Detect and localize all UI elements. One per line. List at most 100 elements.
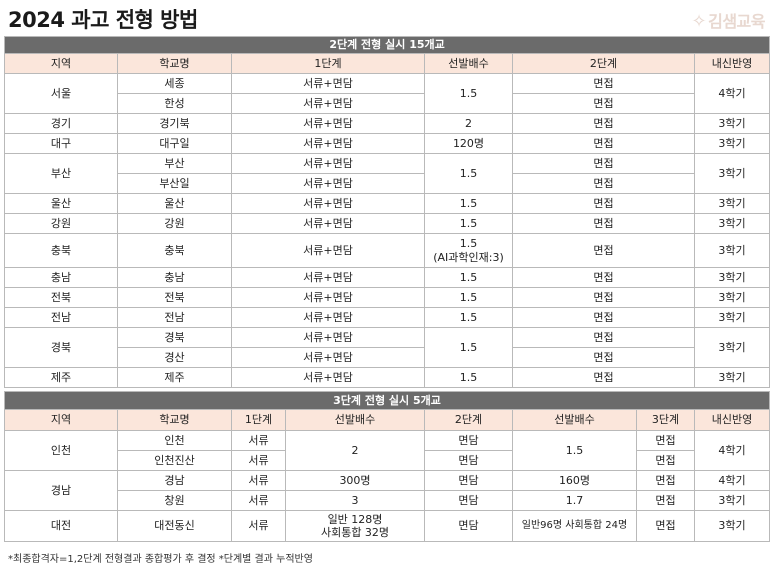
stage2-cell: 면담 <box>424 450 513 471</box>
stage1-cell: 서류+면담 <box>231 193 425 214</box>
table-row: 제주 제주 서류+면담 1.5 면접 3학기 <box>4 367 771 388</box>
region-cell: 대구 <box>4 133 118 154</box>
stage2-cell: 면접 <box>512 153 695 174</box>
three-stage-band: 3단계 전형 실시 5개교 <box>3 391 771 410</box>
ratio2-cell: 일반96명 사회통합 24명 <box>512 510 637 542</box>
transcript-cell: 3학기 <box>693 267 771 288</box>
ratio-value: 1.5 <box>459 237 478 251</box>
transcript-cell: 3학기 <box>693 367 771 388</box>
col-stage1: 1단계 <box>231 409 286 431</box>
transcript-cell: 3학기 <box>693 490 771 511</box>
table-row: 부산 부산 서류+면담 1.5 면접 3학기 <box>4 153 771 194</box>
ratio1-general: 일반 128명 <box>327 512 383 526</box>
table-row: 인천 인천 서류 2 면담 1.5 면접 4학기 <box>4 430 771 471</box>
stage2-cell: 면접 <box>512 347 695 368</box>
region-cell: 울산 <box>4 193 118 214</box>
stage2-cell: 면접 <box>512 327 695 348</box>
transcript-cell: 3학기 <box>693 287 771 308</box>
col-region: 지역 <box>4 53 118 74</box>
table-row: 대전 대전동신 서류 일반 128명 사회통합 32명 면담 일반96명 사회통… <box>4 510 771 542</box>
ratio-cell: 1.5 <box>424 267 513 288</box>
region-cell: 강원 <box>4 213 118 234</box>
brand-name: 김샘교육 <box>708 12 765 31</box>
stage1-cell: 서류+면담 <box>231 173 425 194</box>
region-cell: 대전 <box>4 510 118 542</box>
col-school: 학교명 <box>117 53 232 74</box>
table-row: 전북 전북 서류+면담 1.5 면접 3학기 <box>4 287 771 308</box>
brand-mark-icon: ✧ <box>691 11 707 32</box>
three-stage-table: 3단계 전형 실시 5개교 지역 학교명 1단계 선발배수 2단계 선발배수 3… <box>3 391 771 542</box>
region-cell: 전북 <box>4 287 118 308</box>
stage2-cell: 면접 <box>512 267 695 288</box>
stage3-cell: 면접 <box>636 490 695 511</box>
ratio-cell: 1.5 <box>424 307 513 328</box>
stage1-cell: 서류+면담 <box>231 133 425 154</box>
ratio-cell: 120명 <box>424 133 513 154</box>
stage2-cell: 면접 <box>512 113 695 134</box>
stage3-cell: 면접 <box>636 450 695 471</box>
transcript-cell: 3학기 <box>693 133 771 154</box>
table-row: 경북 경북 서류+면담 1.5 면접 3학기 <box>4 327 771 368</box>
table-row: 경남 경남 서류 300명 면담 160명 면접 4학기 <box>4 470 771 511</box>
page-title: 2024 과고 전형 방법 <box>8 8 198 32</box>
col-transcript: 내신반영 <box>693 53 771 74</box>
ratio2-cell: 1.5 <box>512 430 637 471</box>
transcript-cell: 4학기 <box>693 73 771 114</box>
stage2-cell: 면접 <box>512 233 695 268</box>
footnote: *최종합격자=1,2단계 전형결과 종합평가 후 결정 *단계별 결과 누적반영 <box>8 554 313 565</box>
region-cell: 충북 <box>4 233 118 268</box>
stage2-cell: 면접 <box>512 287 695 308</box>
school-cell: 경산 <box>117 347 232 368</box>
ratio2-cell: 1.7 <box>512 490 637 511</box>
school-cell: 대전동신 <box>117 510 232 542</box>
ratio-cell: 1.5 <box>424 213 513 234</box>
col-region: 지역 <box>4 409 118 431</box>
school-cell: 경남 <box>117 470 232 491</box>
stage1-cell: 서류+면담 <box>231 113 425 134</box>
region-cell: 인천 <box>4 430 118 471</box>
col-transcript: 내신반영 <box>693 409 771 431</box>
table-row: 창원 서류 3 면담 1.7 면접 3학기 <box>5 490 771 511</box>
stage1-cell: 서류+면담 <box>231 367 425 388</box>
ratio1-cell: 일반 128명 사회통합 32명 <box>285 510 425 542</box>
ratio-cell: 1.5 <box>424 73 513 114</box>
stage1-cell: 서류+면담 <box>231 213 425 234</box>
school-cell: 충남 <box>117 267 232 288</box>
table-row: 한성 서류+면담 면접 <box>5 93 770 114</box>
transcript-cell: 3학기 <box>693 327 771 368</box>
stage1-cell: 서류+면담 <box>231 73 425 94</box>
school-cell: 인천진산 <box>117 450 232 471</box>
stage1-cell: 서류 <box>231 450 286 471</box>
school-cell: 부산 <box>117 153 232 174</box>
region-cell: 경남 <box>4 470 118 511</box>
two-stage-table: 2단계 전형 실시 15개교 지역 학교명 1단계 선발배수 2단계 내신반영 … <box>3 36 771 388</box>
school-cell: 경기북 <box>117 113 232 134</box>
brand-logo: ✧ 김샘교육 <box>691 8 766 32</box>
stage1-cell: 서류 <box>231 490 286 511</box>
ratio2-cell: 160명 <box>512 470 637 491</box>
stage2-cell: 면접 <box>512 213 695 234</box>
school-cell: 인천 <box>117 430 232 451</box>
stage2-cell: 면담 <box>424 470 513 491</box>
school-cell: 제주 <box>117 367 232 388</box>
region-cell: 충남 <box>4 267 118 288</box>
transcript-cell: 3학기 <box>693 510 771 542</box>
stage1-cell: 서류+면담 <box>231 267 425 288</box>
table-row: 경산 서류+면담 면접 <box>5 347 770 368</box>
stage2-cell: 면접 <box>512 193 695 214</box>
school-cell: 세종 <box>117 73 232 94</box>
ratio-cell: 1.5 <box>424 193 513 214</box>
table-row: 서울 세종 서류+면담 1.5 면접 4학기 <box>4 73 771 114</box>
stage1-cell: 서류+면담 <box>231 93 425 114</box>
stage2-cell: 면접 <box>512 307 695 328</box>
stage2-cell: 면담 <box>424 490 513 511</box>
stage3-cell: 면접 <box>636 430 695 451</box>
col-school: 학교명 <box>117 409 232 431</box>
transcript-cell: 3학기 <box>693 233 771 268</box>
stage1-cell: 서류+면담 <box>231 327 425 348</box>
stage2-cell: 면접 <box>512 173 695 194</box>
region-cell: 경북 <box>4 327 118 368</box>
ratio1-cell: 2 <box>285 430 425 471</box>
ratio-note: (AI과학인재:3) <box>433 250 504 264</box>
col-stage2: 2단계 <box>424 409 513 431</box>
